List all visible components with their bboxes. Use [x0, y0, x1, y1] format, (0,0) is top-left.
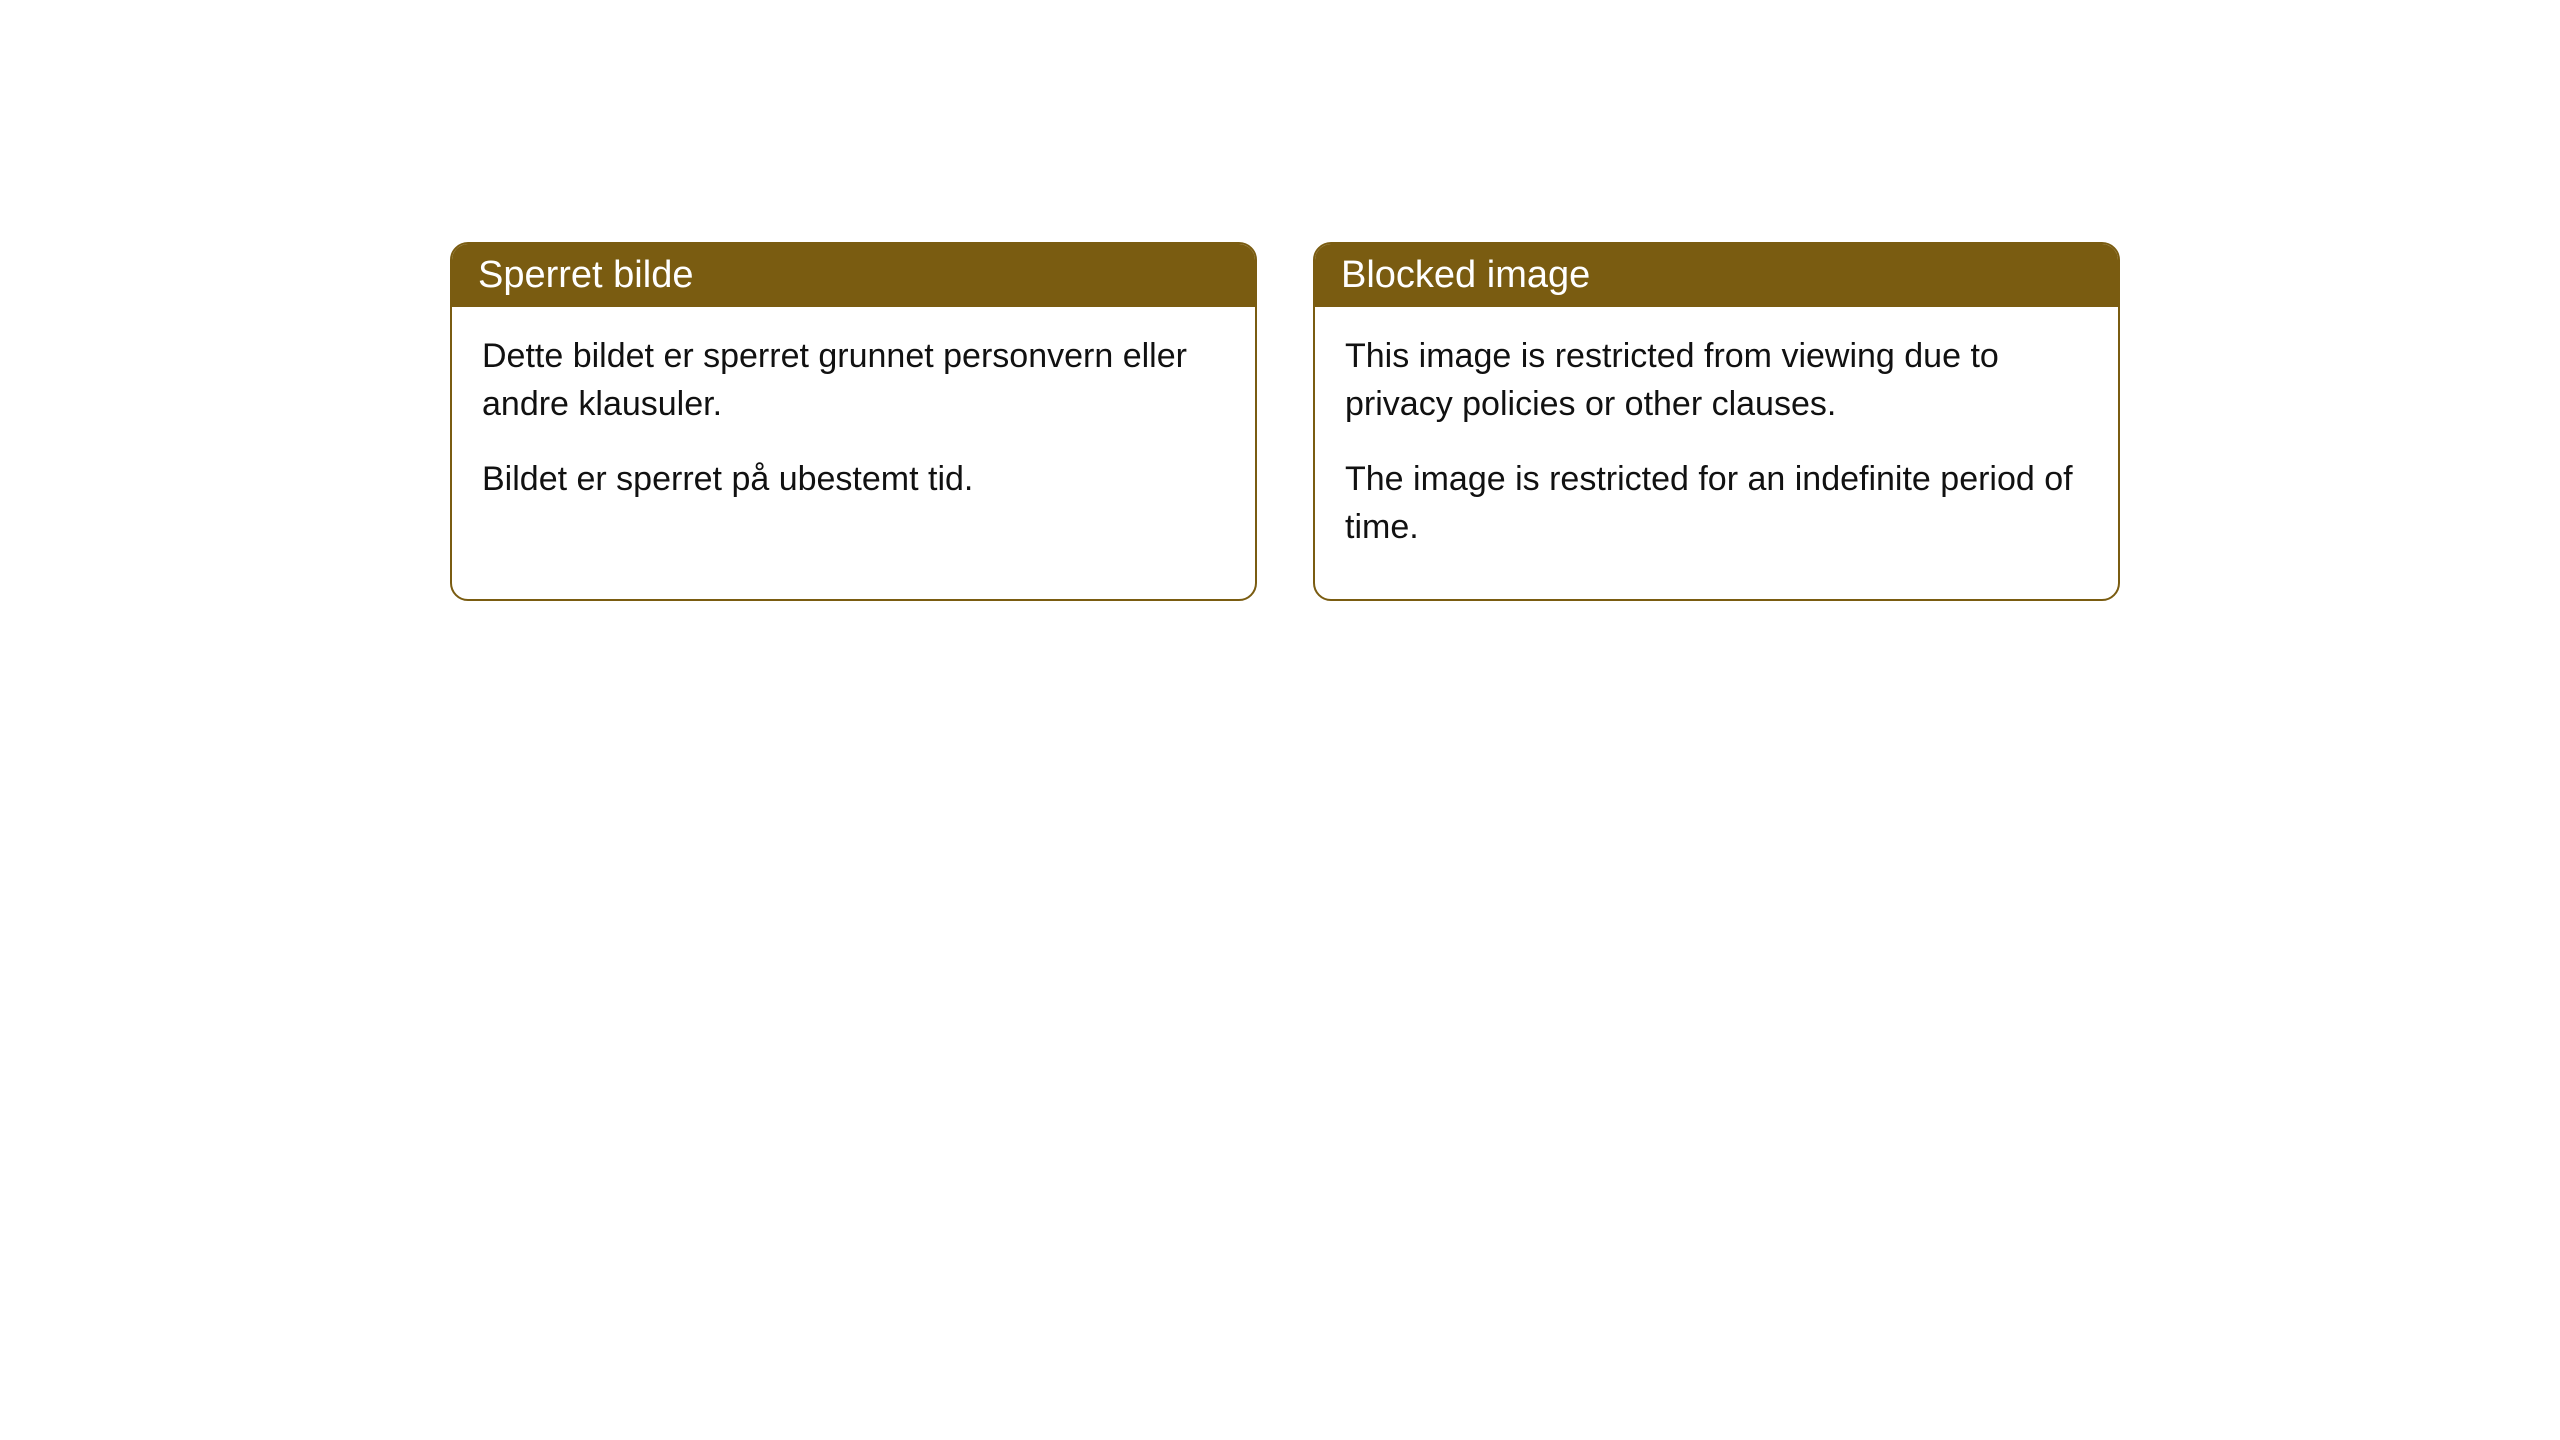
card-paragraph: The image is restricted for an indefinit… — [1345, 456, 2088, 551]
card-body: This image is restricted from viewing du… — [1315, 307, 2118, 599]
card-header: Sperret bilde — [452, 244, 1255, 307]
card-title: Sperret bilde — [478, 254, 693, 296]
notice-cards-container: Sperret bilde Dette bildet er sperret gr… — [450, 242, 2120, 601]
card-title: Blocked image — [1341, 254, 1590, 296]
blocked-image-card-en: Blocked image This image is restricted f… — [1313, 242, 2120, 601]
card-body: Dette bildet er sperret grunnet personve… — [452, 307, 1255, 552]
card-paragraph: This image is restricted from viewing du… — [1345, 333, 2088, 428]
card-header: Blocked image — [1315, 244, 2118, 307]
blocked-image-card-no: Sperret bilde Dette bildet er sperret gr… — [450, 242, 1257, 601]
card-paragraph: Dette bildet er sperret grunnet personve… — [482, 333, 1225, 428]
card-paragraph: Bildet er sperret på ubestemt tid. — [482, 456, 1225, 504]
